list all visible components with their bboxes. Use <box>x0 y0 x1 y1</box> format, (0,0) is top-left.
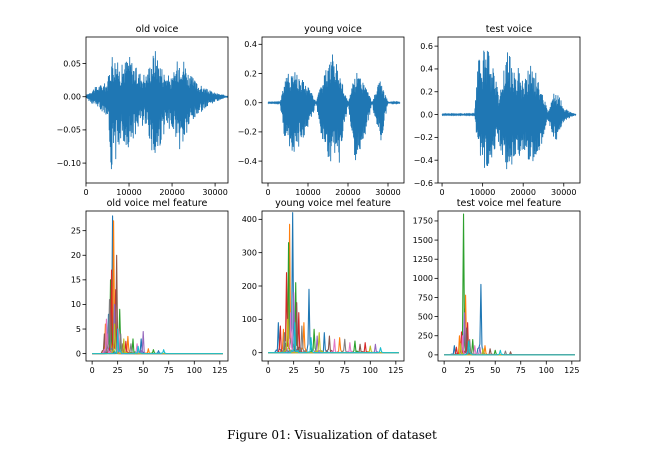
x-tick-label: 20000 <box>335 188 360 197</box>
test-voice-waveform-chart: 0 10000 20000 30000 −0.6 −0.4 −0.2 0.0 0.2 0.4 0.6… <box>414 24 581 197</box>
y-tick-label: 750 <box>418 293 433 302</box>
y-tick-label: −0.4 <box>238 157 257 166</box>
x-tick-label: 30000 <box>375 188 400 197</box>
x-tick-label: 10000 <box>295 188 320 197</box>
axes-frame <box>85 36 229 184</box>
x-tick-label: 0 <box>266 366 271 375</box>
x-tick-label: 50 <box>138 366 148 375</box>
waveform-line <box>441 50 577 170</box>
x-tick-label: 125 <box>212 366 227 375</box>
axes-frame <box>437 36 581 184</box>
y-tick-label: −0.2 <box>238 128 257 137</box>
y-tick-label: 0.4 <box>244 40 257 49</box>
x-tick-label: 125 <box>564 366 579 375</box>
x-tick-label: 10000 <box>116 188 141 197</box>
x-tick-label: 100 <box>187 366 202 375</box>
x-tick-label: 0 <box>265 188 270 197</box>
y-tick-label: 1500 <box>413 236 433 245</box>
x-tick-label: 10000 <box>470 188 495 197</box>
y-tick-label: 25 <box>71 226 81 235</box>
y-tick-label: 1750 <box>413 217 433 226</box>
axes-frame <box>261 36 405 184</box>
y-tick-label: 0.2 <box>420 88 433 97</box>
x-tick-label: 75 <box>340 366 350 375</box>
chart-title: old voice <box>136 24 179 35</box>
plot-area <box>267 54 401 163</box>
x-tick-label: 0 <box>442 366 447 375</box>
x-tick-label: 20000 <box>510 188 535 197</box>
y-tick-label: 1000 <box>413 274 433 283</box>
y-tick-label: 0.0 <box>244 99 257 108</box>
plot-area <box>441 50 577 170</box>
x-tick-label: 100 <box>539 366 554 375</box>
y-tick-label: −0.05 <box>56 126 81 135</box>
y-tick-label: 10 <box>71 300 81 309</box>
y-tick-label: 0.0 <box>420 110 433 119</box>
y-tick-label: −0.4 <box>414 156 433 165</box>
y-tick-label: 0 <box>252 348 257 357</box>
waveform-line <box>267 54 401 163</box>
chart-title: test voice mel feature <box>457 198 562 209</box>
mel-series-line <box>444 340 575 356</box>
y-tick-label: 0 <box>428 351 433 360</box>
y-tick-label: 5 <box>76 325 81 334</box>
figure-caption: Figure 01: Visualization of dataset <box>227 428 437 442</box>
y-tick-label: 15 <box>71 276 81 285</box>
mel-series-line <box>268 322 399 354</box>
waveform-line <box>86 51 228 170</box>
x-tick-label: 30000 <box>202 188 227 197</box>
young-voice-mel-feature-chart: 0 25 50 75 100 125 0 100 200 300 400 young voice me… <box>242 198 405 375</box>
y-tick-label: 0.2 <box>244 69 257 78</box>
y-tick-label: 0.05 <box>63 59 81 68</box>
x-tick-label: 75 <box>164 366 174 375</box>
axes-frame <box>85 210 229 362</box>
y-tick-label: 400 <box>242 215 257 224</box>
plot-area <box>86 51 228 170</box>
y-tick-label: 250 <box>418 332 433 341</box>
plot-area <box>268 212 399 354</box>
y-tick-label: 0.00 <box>63 93 81 102</box>
x-tick-label: 25 <box>289 366 299 375</box>
y-tick-label: −0.2 <box>414 133 433 142</box>
x-tick-label: 25 <box>113 366 123 375</box>
test-voice-mel-feature-chart: 0 25 50 75 100 12502505007501000125015001750t… <box>413 198 581 375</box>
x-tick-label: 25 <box>465 366 475 375</box>
y-tick-label: −0.6 <box>414 179 433 188</box>
chart-title: old voice mel feature <box>107 198 208 209</box>
x-tick-label: 125 <box>388 366 403 375</box>
x-tick-label: 50 <box>490 366 500 375</box>
y-tick-label: 20 <box>71 251 81 260</box>
old-voice-waveform-chart: 0 10000 20000 30000 −0.10 −0.05 0.00 0.05 old vo… <box>56 24 229 197</box>
y-tick-label: 100 <box>242 315 257 324</box>
chart-title: young voice <box>304 24 362 35</box>
chart-title: young voice mel feature <box>275 198 391 209</box>
x-tick-label: 30000 <box>551 188 576 197</box>
y-tick-label: 0.4 <box>420 65 433 74</box>
x-tick-label: 0 <box>83 188 88 197</box>
axes-frame <box>437 210 581 362</box>
y-tick-label: 500 <box>418 312 433 321</box>
old-voice-mel-feature-chart: 0 25 50 75 100 125 0 5 10 15 20 25 old voice mel fea… <box>71 198 229 375</box>
young-voice-waveform-chart: 0 10000 20000 30000 −0.4 −0.2 0.0 0.2 0.4 young v… <box>238 24 405 197</box>
x-tick-label: 0 <box>90 366 95 375</box>
plot-area <box>444 213 575 356</box>
y-tick-label: 0.6 <box>420 42 433 51</box>
x-tick-label: 75 <box>516 366 526 375</box>
x-tick-label: 0 <box>440 188 445 197</box>
x-tick-label: 100 <box>363 366 378 375</box>
y-tick-label: 0 <box>76 349 81 358</box>
x-tick-label: 20000 <box>159 188 184 197</box>
y-tick-label: 1250 <box>413 255 433 264</box>
y-tick-label: 300 <box>242 248 257 257</box>
y-tick-label: 200 <box>242 282 257 291</box>
x-tick-label: 50 <box>314 366 324 375</box>
y-tick-label: −0.10 <box>56 159 81 168</box>
mel-series-line <box>92 328 223 355</box>
chart-title: test voice <box>486 24 533 35</box>
plot-area <box>92 215 223 355</box>
